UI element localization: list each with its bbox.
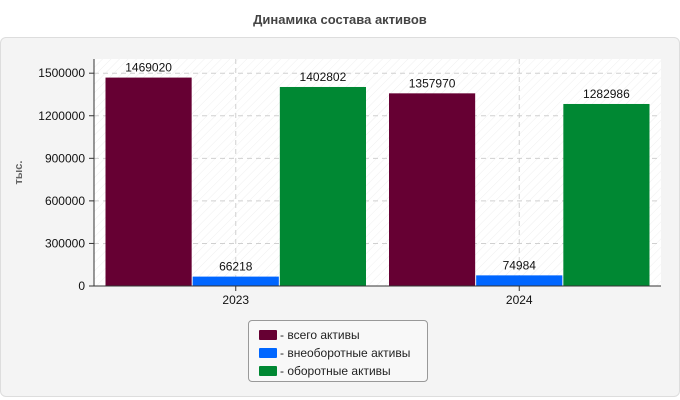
data-label: 1282986 bbox=[583, 87, 630, 101]
data-label: 1469020 bbox=[125, 61, 172, 75]
data-label: 1357970 bbox=[409, 76, 456, 90]
legend-label: - внеоборотные активы bbox=[280, 346, 411, 360]
y-tick-label: 300000 bbox=[45, 236, 85, 250]
x-tick-label: 2023 bbox=[222, 293, 249, 307]
bar bbox=[389, 93, 476, 286]
legend-swatch bbox=[259, 366, 277, 376]
bar bbox=[563, 103, 650, 286]
y-tick-label: 1500000 bbox=[38, 66, 85, 80]
legend-item-noncurrent-assets: - внеоборотные активы bbox=[259, 344, 427, 362]
y-tick-label: 0 bbox=[78, 279, 85, 293]
data-label: 74984 bbox=[503, 258, 537, 272]
chart-title: Динамика состава активов bbox=[253, 12, 427, 27]
chart-legend: - всего активы - внеоборотные активы - о… bbox=[248, 320, 428, 382]
legend-label: - всего активы bbox=[280, 328, 360, 342]
bar bbox=[192, 276, 279, 286]
y-tick-label: 900000 bbox=[45, 151, 85, 165]
bar bbox=[105, 77, 192, 286]
bar bbox=[279, 86, 366, 286]
y-tick-label: 600000 bbox=[45, 194, 85, 208]
data-label: 66218 bbox=[219, 260, 253, 274]
y-axis-label: тыс. bbox=[13, 161, 25, 185]
legend-swatch bbox=[259, 348, 277, 358]
legend-item-current-assets: - оборотные активы bbox=[259, 362, 427, 380]
legend-swatch bbox=[259, 330, 277, 340]
data-label: 1402802 bbox=[300, 70, 347, 84]
legend-label: - оборотные активы bbox=[280, 364, 391, 378]
x-tick-label: 2024 bbox=[506, 293, 533, 307]
bar bbox=[476, 275, 563, 286]
y-tick-label: 1200000 bbox=[38, 109, 85, 123]
legend-item-total-assets: - всего активы bbox=[259, 326, 427, 344]
